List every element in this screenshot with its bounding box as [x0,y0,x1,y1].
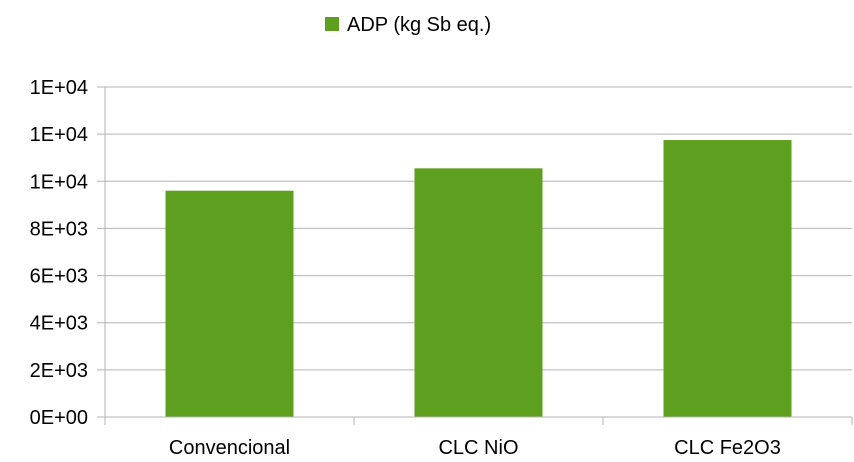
y-axis-tick-labels: 0E+00 2E+03 4E+03 6E+03 8E+03 1E+04 1E+04 1E+04 [30,77,88,429]
axes [97,87,853,425]
x-tick-label: CLC NiO [438,437,518,459]
y-tick-label: 1E+04 [30,77,88,99]
bar-clc-nio [414,168,543,417]
legend: ADP (kg Sb eq.) [325,14,491,36]
y-tick-label: 1E+04 [30,171,88,193]
bars [165,140,792,418]
bar-clc-fe2o3 [663,140,792,418]
bar-convencional [165,190,294,417]
y-tick-label: 4E+03 [30,313,88,335]
y-tick-label: 2E+03 [30,360,88,382]
legend-swatch-adp [325,17,339,31]
y-tick-label: 8E+03 [30,218,88,240]
x-tick-label: CLC Fe2O3 [674,437,781,459]
y-tick-label: 1E+04 [30,124,88,146]
y-tick-label: 6E+03 [30,266,88,288]
x-axis-tick-labels: Convencional CLC NiO CLC Fe2O3 [169,437,781,459]
x-tick-label: Convencional [169,437,290,459]
legend-label-adp: ADP (kg Sb eq.) [347,14,491,36]
y-tick-label: 0E+00 [30,407,88,429]
